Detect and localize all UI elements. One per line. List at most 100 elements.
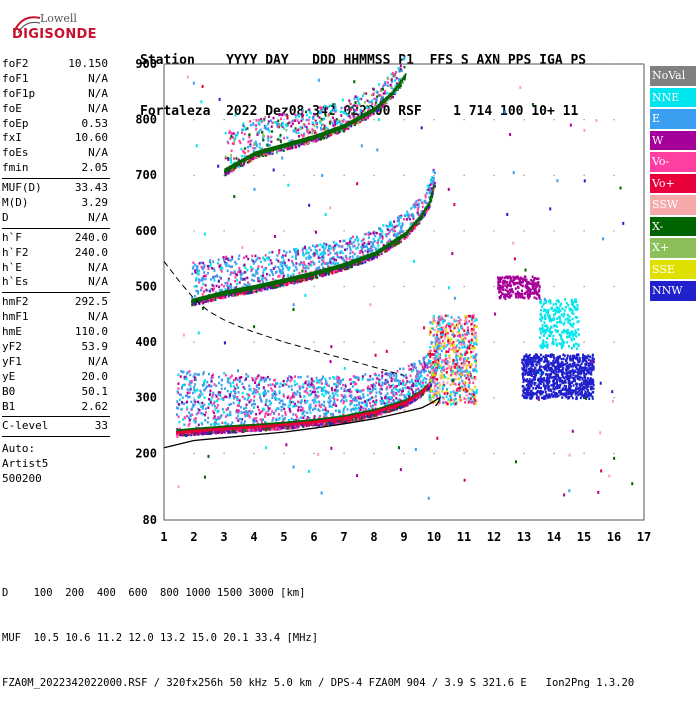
echo-point <box>392 390 395 394</box>
echo-point <box>267 256 270 259</box>
echo-point <box>265 423 268 426</box>
echo-point <box>194 299 196 303</box>
echo-point <box>295 248 298 252</box>
echo-point <box>341 245 344 249</box>
echo-point <box>363 256 366 260</box>
echo-point <box>373 414 376 418</box>
echo-point <box>386 247 389 251</box>
echo-point <box>209 428 211 432</box>
echo-point <box>315 395 318 398</box>
echo-point <box>305 252 308 255</box>
echo-point <box>252 406 255 409</box>
echo-point <box>264 378 267 381</box>
echo-point <box>396 217 399 220</box>
echo-point <box>311 271 314 274</box>
echo-point <box>277 413 280 416</box>
echo-point <box>225 262 228 265</box>
echo-point <box>419 380 422 384</box>
echo-point <box>275 422 278 425</box>
echo-point <box>299 395 302 398</box>
echo-point <box>248 384 251 388</box>
echo-point <box>176 390 179 393</box>
echo-point <box>322 266 325 269</box>
echo-point <box>412 215 415 218</box>
echo-point <box>351 263 354 267</box>
param-row: fmin 2.05 <box>2 161 108 176</box>
echo-point <box>381 408 384 412</box>
echo-point <box>388 221 391 225</box>
echo-point <box>393 244 396 247</box>
echo-point <box>378 227 381 231</box>
echo-point <box>380 249 382 253</box>
echo-point <box>404 233 406 237</box>
echo-point <box>329 400 332 403</box>
echo-point <box>355 412 358 415</box>
echo-point <box>390 379 393 383</box>
echo-point <box>365 232 368 236</box>
echo-point <box>411 214 414 218</box>
echo-point <box>336 398 339 402</box>
grid-dot <box>373 285 375 288</box>
echo-point <box>256 284 259 287</box>
echo-point <box>207 267 210 271</box>
echo-point <box>238 418 241 421</box>
echo-point <box>254 284 257 287</box>
grid-dot <box>223 452 225 454</box>
echo-point <box>415 377 418 381</box>
echo-point <box>309 411 312 414</box>
echo-point <box>309 112 312 115</box>
grid-dot <box>223 230 225 232</box>
auto-info-line: Auto: <box>2 442 36 456</box>
echo-point <box>176 400 179 403</box>
echo-point <box>226 425 229 428</box>
echo-point <box>281 264 284 268</box>
echo-point <box>241 430 244 434</box>
echo-point <box>388 404 391 407</box>
echo-point <box>366 393 369 397</box>
echo-point <box>366 378 369 381</box>
echo-point <box>335 417 337 421</box>
echo-point <box>272 280 275 283</box>
echo-point <box>266 282 269 285</box>
echo-point <box>235 383 238 386</box>
echo-point <box>415 381 418 385</box>
echo-point <box>351 381 354 384</box>
echo-point <box>392 372 395 375</box>
echo-point <box>248 283 251 286</box>
echo-point <box>327 264 330 268</box>
echo-point <box>289 410 292 413</box>
grid-dot <box>283 119 285 121</box>
echo-point <box>262 392 265 395</box>
echo-point <box>362 388 365 392</box>
echo-point <box>287 425 290 429</box>
echo-point <box>416 379 419 383</box>
echo-point <box>267 257 270 261</box>
echo-point <box>176 429 179 432</box>
grid-dot <box>613 119 615 121</box>
echo-point <box>417 208 420 211</box>
echo-point <box>252 428 255 431</box>
echo-point <box>340 106 343 110</box>
echo-point <box>372 232 375 236</box>
echo-point <box>276 382 279 385</box>
echo-point <box>381 376 384 380</box>
echo-point <box>313 423 316 426</box>
echo-point <box>266 256 269 260</box>
echo-point <box>191 429 193 433</box>
echo-point <box>310 419 313 422</box>
echo-point <box>275 393 278 397</box>
echo-point <box>291 277 294 281</box>
echo-point <box>422 392 425 396</box>
echo-point <box>306 383 309 387</box>
param-row: yF1 N/A <box>2 355 108 370</box>
echo-point <box>414 366 417 370</box>
echo-point <box>182 383 185 387</box>
echo-point <box>181 434 184 437</box>
echo-point <box>337 379 340 383</box>
echo-point <box>371 384 374 387</box>
param-label: B1 <box>2 399 16 413</box>
echo-point <box>276 281 279 285</box>
echo-point <box>336 255 339 259</box>
echo-point <box>359 262 362 265</box>
echo-point <box>357 401 360 405</box>
